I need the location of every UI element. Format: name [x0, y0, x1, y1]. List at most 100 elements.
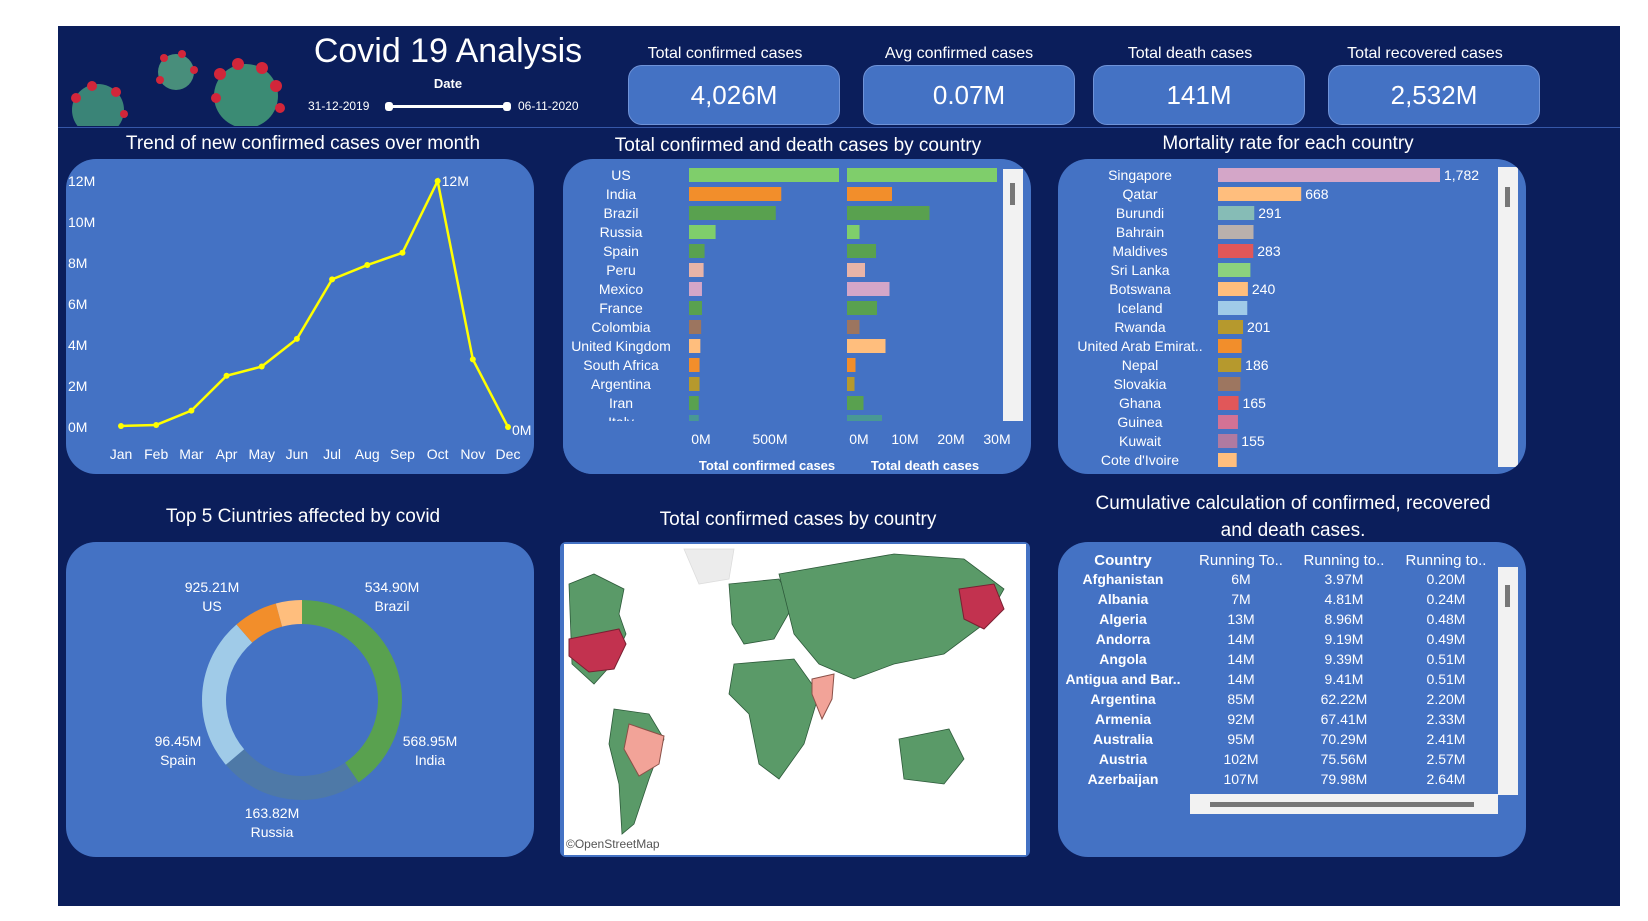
table-row: Australia 95M 70.29M 2.41M [1058, 731, 1498, 752]
death-bar [847, 358, 856, 372]
y-tick-label: 0M [68, 419, 87, 435]
y-tick-label: 4M [68, 337, 87, 353]
donut-category-label: Russia [251, 824, 294, 840]
table-v-scroll-thumb[interactable] [1505, 585, 1510, 607]
death-bar [847, 396, 864, 410]
country-label: South Africa [583, 357, 659, 373]
mortality-country-label: Guinea [1117, 414, 1162, 430]
confirmed-bar [689, 206, 776, 220]
table-row: Algeria 13M 8.96M 0.48M [1058, 611, 1498, 632]
death-bar [847, 320, 860, 334]
country-label: Brazil [603, 205, 638, 221]
trend-title: Trend of new confirmed cases over month [125, 133, 481, 154]
country-label: Argentina [591, 376, 651, 392]
cell-country: Albania [1097, 591, 1149, 607]
slider-start-handle[interactable] [385, 102, 393, 111]
confirmed-bar [689, 187, 782, 201]
page-title: Covid 19 Analysis [313, 32, 583, 70]
donut-value-label: 96.45M [155, 733, 202, 749]
cumulative-table: Country Running To.. Running to.. Runnin… [1058, 552, 1498, 792]
top5-title: Top 5 Ciuntries affected by covid [165, 506, 441, 527]
donut-category-label: India [415, 752, 446, 768]
mortality-bar [1218, 377, 1241, 391]
table-h-scrollbar[interactable] [1190, 794, 1498, 814]
bars-footer-bg [563, 421, 1003, 474]
country-bar-chart: US India Brazil Russia Spain Peru Mexico France… [563, 167, 1011, 474]
table-row: Antigua and Bar.. 14M 9.41M 0.51M [1058, 671, 1498, 692]
confirmed-bar [689, 301, 702, 315]
cumulative-title-line2: and death cases. [1220, 520, 1366, 541]
table-v-scrollbar[interactable] [1498, 567, 1518, 795]
cumulative-title-line1: Cumulative calculation of confirmed, rec… [1095, 493, 1491, 514]
death-bar [847, 187, 892, 201]
brazil-highlight [623, 723, 665, 777]
country-label: United Kingdom [571, 338, 671, 354]
donut-value-label: 568.95M [403, 733, 457, 749]
table-h-scroll-thumb[interactable] [1210, 802, 1474, 807]
mortality-data-label: 186 [1245, 357, 1269, 373]
donut-slice [275, 600, 302, 627]
x-tick-label: 0M [849, 431, 868, 447]
slider-end-handle[interactable] [503, 102, 511, 111]
cumulative-panel: Country Running To.. Running to.. Runnin… [1058, 542, 1526, 857]
cell-death: 0.49M [1426, 631, 1466, 647]
cell-recovered: 75.56M [1320, 751, 1368, 767]
cell-country: Andorra [1095, 631, 1151, 647]
x-tick-label: Nov [460, 446, 485, 462]
cell-death: 2.57M [1426, 751, 1466, 767]
confirmed-bar [689, 320, 702, 334]
donut-slice [201, 624, 253, 765]
confirmed-bar [689, 377, 700, 391]
x-tick-label: Dec [496, 446, 521, 462]
cell-death: 2.41M [1426, 731, 1466, 747]
trend-data-point [329, 276, 336, 283]
y-tick-label: 12M [68, 173, 95, 189]
africa-shape [728, 658, 820, 780]
mortality-title: Mortality rate for each country [1162, 133, 1414, 154]
cell-recovered: 3.97M [1324, 571, 1364, 587]
country-label: Peru [606, 262, 636, 278]
mortality-scroll-thumb[interactable] [1505, 187, 1510, 207]
trend-data-point [118, 422, 124, 429]
trend-data-point [293, 335, 300, 342]
table-row: Albania 7M 4.81M 0.24M [1058, 591, 1498, 612]
cell-confirmed: 14M [1227, 651, 1255, 667]
virus-icon [71, 50, 285, 126]
world-map[interactable]: ©OpenStreetMap [564, 544, 1026, 855]
mortality-country-label: Singapore [1108, 167, 1172, 183]
mortality-data-label: 291 [1258, 205, 1282, 221]
mortality-scrollbar[interactable] [1498, 167, 1518, 467]
mortality-country-label: Kuwait [1119, 433, 1161, 449]
mortality-country-label: Iceland [1117, 300, 1162, 316]
mortality-bar [1218, 301, 1248, 315]
trend-data-point [399, 249, 406, 256]
table-header-row: Country Running To.. Running to.. Runnin… [1058, 552, 1498, 573]
kpi-confirmed-label: Total confirmed cases [647, 45, 803, 62]
mortality-country-label: Cote d'Ivoire [1101, 452, 1179, 468]
x-tick-label: 10M [891, 431, 918, 447]
mortality-bar [1218, 415, 1238, 429]
mortality-bar [1218, 339, 1242, 353]
kpi-avg-label: Avg confirmed cases [884, 45, 1034, 62]
country-bars-scroll-thumb[interactable] [1010, 183, 1015, 205]
death-bar [847, 168, 997, 182]
country-bars-scrollbar[interactable] [1003, 169, 1023, 421]
donut-value-label: 925.21M [185, 579, 239, 595]
donut-category-label: US [202, 598, 221, 614]
mortality-country-label: United Arab Emirat.. [1077, 338, 1202, 354]
confirmed-bar [689, 225, 716, 239]
death-bar [847, 339, 886, 353]
mortality-country-label: Qatar [1122, 186, 1157, 202]
australia-shape [898, 728, 965, 785]
date-range-slider[interactable] [385, 102, 511, 111]
dashboard: Covid 19 Analysis Date 31-12-2019 06-11-… [58, 26, 1620, 906]
country-label: US [611, 167, 630, 183]
cell-confirmed: 6M [1231, 571, 1251, 587]
india-highlight [811, 673, 835, 721]
mortality-bar-chart: Singapore 1,782 Qatar 668 Burundi 291 Bahrain M… [1077, 167, 1479, 468]
death-bar [847, 377, 855, 391]
mortality-data-label: 1,782 [1444, 167, 1479, 183]
mortality-bar [1218, 244, 1254, 258]
mortality-country-label: Rwanda [1114, 319, 1166, 335]
cell-confirmed: 14M [1227, 631, 1255, 647]
